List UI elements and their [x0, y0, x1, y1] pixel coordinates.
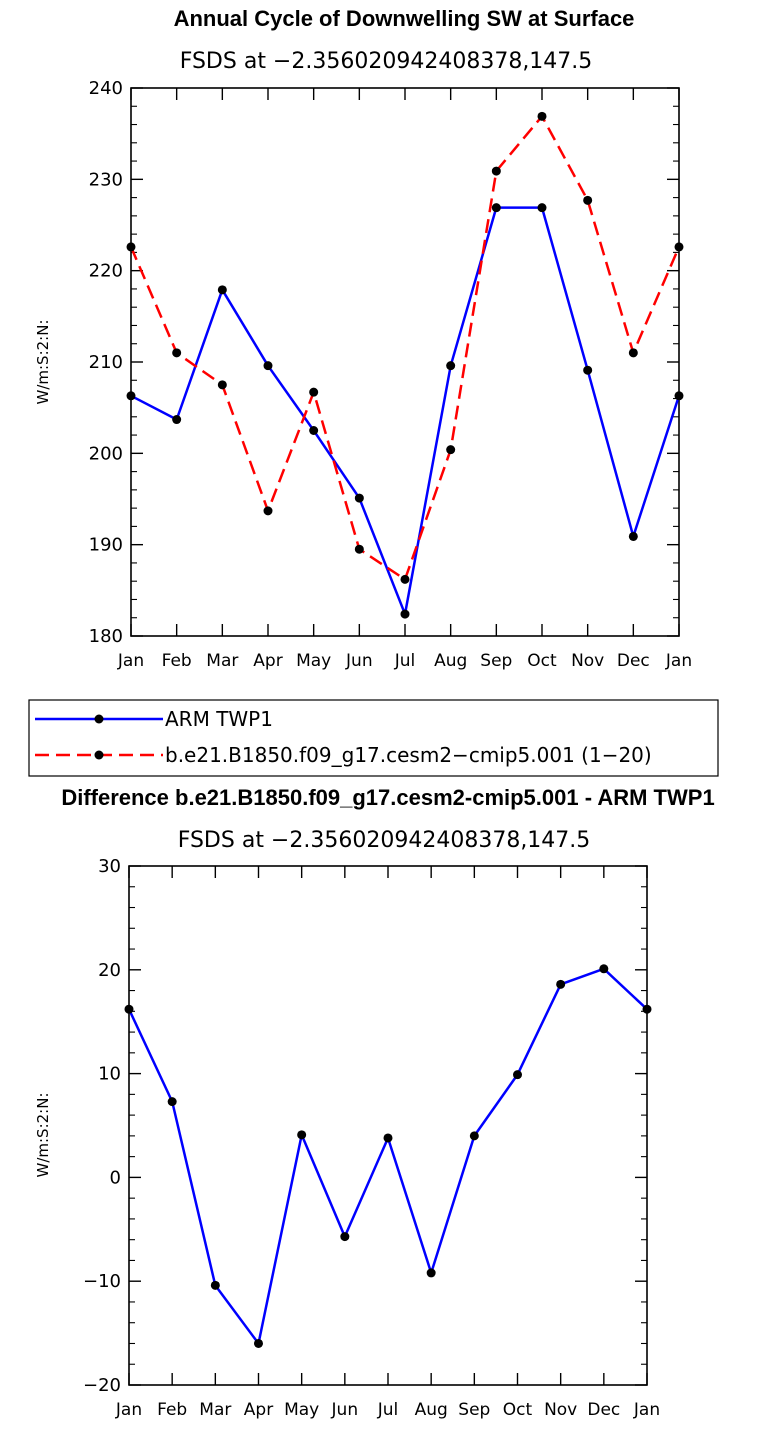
- legend-label-arm: ARM TWP1: [165, 707, 273, 731]
- chart1-xtick-label: Apr: [253, 651, 282, 671]
- chart1-point-0-11: [628, 531, 638, 541]
- chart1-xtick-label: Aug: [434, 651, 467, 671]
- chart2-subtitle: FSDS at −2.356020942408378,147.5: [178, 828, 591, 853]
- chart2-point-0-4: [297, 1130, 307, 1140]
- chart2-point-0-5: [340, 1232, 350, 1242]
- chart2-series-line-0: [127, 967, 648, 1345]
- chart1-xtick-label: Jan: [117, 651, 144, 671]
- chart2-point-0-8: [469, 1131, 479, 1141]
- chart2-xtick-label: Jan: [115, 1400, 142, 1420]
- chart1-xtick-label: Jan: [665, 651, 692, 671]
- chart1-point-1-4: [309, 387, 319, 397]
- legend-box: [28, 699, 719, 777]
- chart1-series-line-0: [130, 206, 681, 616]
- chart1-point-1-8: [491, 166, 501, 176]
- chart1-point-0-8: [491, 203, 501, 213]
- chart1-ytick-label: 180: [89, 626, 123, 647]
- chart2-point-0-10: [556, 979, 566, 989]
- chart1-point-0-9: [537, 203, 547, 213]
- chart2-point-0-12: [642, 1004, 652, 1014]
- chart1-point-0-3: [263, 361, 273, 371]
- chart1-ylabel: W/m:S:2:N:: [34, 320, 52, 405]
- legend-label-cesm: b.e21.B1850.f09_g17.cesm2−cmip5.001 (1−2…: [165, 743, 652, 767]
- chart1-point-1-3: [263, 506, 273, 516]
- chart2-ytick-label: 20: [98, 960, 121, 981]
- chart2-xtick-label: Dec: [587, 1400, 620, 1420]
- chart2-plot: −20 −10 0 10 20 30 Jan Feb Mar Apr May Jun Jul Aug Sep…: [83, 856, 660, 1420]
- chart1-point-1-2: [217, 380, 227, 390]
- chart1-xtick-label: Feb: [162, 651, 192, 671]
- chart2-point-0-6: [383, 1133, 393, 1143]
- chart1-ytick-label: 240: [89, 78, 123, 99]
- chart1-xtick-label: Dec: [617, 651, 650, 671]
- chart2-xtick-label: Aug: [415, 1400, 448, 1420]
- chart1-xtick-label: Jun: [345, 651, 373, 671]
- chart1-title: Annual Cycle of Downwelling SW at Surfac…: [174, 6, 635, 31]
- chart2-point-0-0: [124, 1004, 134, 1014]
- chart1-point-1-1: [172, 348, 182, 358]
- chart1-series-line-1: [129, 115, 681, 581]
- chart1-point-0-5: [354, 493, 364, 503]
- chart1-xtick-label: Sep: [480, 651, 512, 671]
- chart1-point-1-0: [126, 242, 136, 252]
- chart1-ytick-label: 220: [89, 261, 123, 282]
- chart1-point-0-7: [446, 361, 456, 371]
- chart2-point-0-7: [426, 1268, 436, 1278]
- chart1-ytick-label: 210: [89, 352, 123, 373]
- chart1-point-0-10: [583, 365, 593, 375]
- chart2-ytick-label: −20: [83, 1375, 121, 1396]
- chart1-point-0-0: [126, 391, 136, 401]
- chart2-point-0-11: [599, 964, 609, 974]
- chart1-xtick-label: Nov: [571, 651, 604, 671]
- chart1-ytick-label: 190: [89, 535, 123, 556]
- chart2-xtick-label: Apr: [244, 1400, 273, 1420]
- chart2-xtick-label: Jul: [377, 1400, 399, 1420]
- chart1-point-0-1: [172, 415, 182, 425]
- chart2-xtick-label: Jan: [633, 1400, 660, 1420]
- chart2-ylabel: W/m:S:2:N:: [34, 1093, 52, 1178]
- chart1-point-1-9: [537, 111, 547, 121]
- chart2-xtick-label: Feb: [157, 1400, 187, 1420]
- chart1-subtitle: FSDS at −2.356020942408378,147.5: [180, 49, 593, 74]
- chart1-point-0-12: [674, 391, 684, 401]
- chart2-ytick-label: 30: [98, 856, 121, 877]
- chart2-xtick-label: Jun: [331, 1400, 359, 1420]
- chart2-xtick-label: May: [284, 1400, 319, 1420]
- chart1-point-0-4: [309, 426, 319, 435]
- chart2-point-0-3: [254, 1338, 263, 1348]
- chart2-frame: [128, 865, 648, 1386]
- chart1-point-0-2: [217, 285, 227, 295]
- chart1-point-1-12: [674, 242, 684, 252]
- chart2-point-0-1: [167, 1097, 177, 1107]
- chart1-point-1-11: [628, 348, 638, 358]
- chart2-point-0-2: [210, 1280, 220, 1290]
- chart1-plot: 180 190 200 210 220 230 240 Jan Feb Mar Apr May Jun J…: [89, 78, 692, 671]
- chart2-point-0-9: [513, 1070, 522, 1080]
- chart1-ytick-label: 200: [89, 443, 123, 464]
- chart2-xtick-label: Oct: [503, 1400, 533, 1420]
- chart2-xtick-label: Nov: [544, 1400, 577, 1420]
- chart2-ytick-label: −10: [83, 1271, 121, 1292]
- chart1-xtick-label: Mar: [206, 651, 238, 671]
- legend: ARM TWP1 b.e21.B1850.f09_g17.cesm2−cmip5…: [28, 699, 719, 777]
- chart1-xtick-label: Jul: [394, 651, 416, 671]
- chart1-frame: [130, 87, 680, 637]
- chart2-title: Difference b.e21.B1850.f09_g17.cesm2-cmi…: [61, 785, 714, 810]
- chart1-point-1-7: [446, 445, 456, 455]
- chart1-point-1-5: [354, 544, 364, 554]
- chart1-ytick-label: 230: [89, 169, 123, 190]
- chart1-point-1-10: [583, 195, 593, 205]
- chart2-xtick-label: Mar: [199, 1400, 231, 1420]
- chart2-xtick-label: Sep: [458, 1400, 490, 1420]
- chart1-xtick-label: Oct: [527, 651, 557, 671]
- legend-marker-arm: [94, 714, 104, 724]
- legend-marker-cesm: [94, 750, 104, 760]
- chart1-point-1-6: [400, 574, 410, 584]
- chart2-ytick-label: 10: [98, 1064, 121, 1085]
- chart1-point-0-6: [400, 609, 410, 619]
- chart2-ytick-label: 0: [110, 1167, 121, 1188]
- chart1-xtick-label: May: [296, 651, 331, 671]
